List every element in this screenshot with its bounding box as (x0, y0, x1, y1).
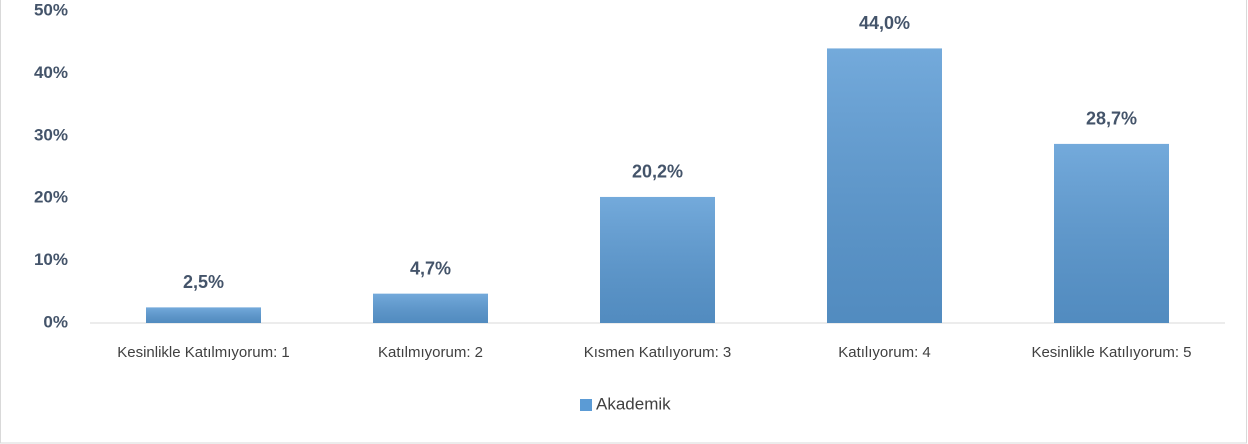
y-tick-label: 40% (34, 63, 68, 82)
y-tick-label: 10% (34, 250, 68, 269)
x-tick-label: Katılmıyorum: 2 (378, 344, 483, 361)
bar-shade (146, 307, 261, 323)
value-label: 44,0% (859, 13, 910, 33)
value-label: 4,7% (410, 258, 451, 278)
bar-shade (1054, 143, 1169, 323)
bar-shade (827, 48, 942, 323)
x-tick-label: Katılıyorum: 4 (838, 344, 931, 361)
y-tick-label: 30% (34, 125, 68, 144)
value-label: 28,7% (1086, 109, 1137, 129)
legend-swatch (580, 399, 592, 411)
bar-shade (373, 293, 488, 323)
y-tick-label: 50% (34, 0, 68, 19)
x-tick-label: Kısmen Katılıyorum: 3 (584, 344, 732, 361)
y-tick-label: 0% (43, 312, 68, 331)
value-label: 2,5% (183, 272, 224, 292)
value-label: 20,2% (632, 162, 683, 182)
legend-label: Akademik (596, 394, 671, 413)
bar-shade (600, 196, 715, 323)
x-tick-label: Kesinlikle Katılıyorum: 5 (1031, 344, 1191, 361)
x-tick-label: Kesinlikle Katılmıyorum: 1 (117, 344, 290, 361)
y-tick-label: 20% (34, 188, 68, 207)
